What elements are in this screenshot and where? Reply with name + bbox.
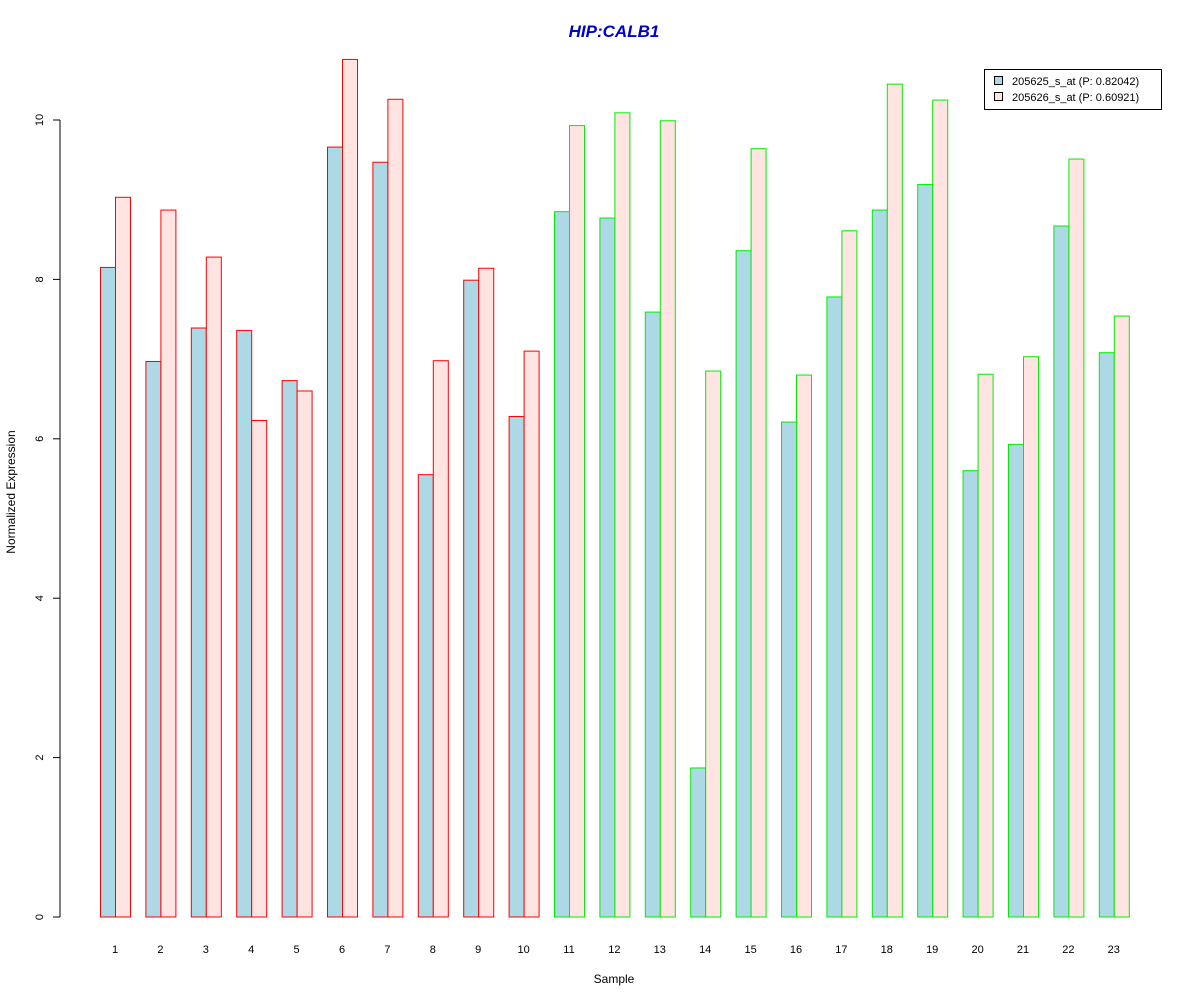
x-tick-label: 13 <box>654 944 666 956</box>
bar-sample-4-series-1 <box>236 329 253 918</box>
y-tick-label: 4 <box>34 595 46 601</box>
bar-sample-22-series-2 <box>1068 158 1085 918</box>
bar-sample-3-series-2 <box>205 256 222 918</box>
bar-sample-2-series-2 <box>160 209 177 918</box>
legend-entry-label: 205625_s_at (P: 0.82042) <box>1012 76 1139 88</box>
x-tick-label: 22 <box>1062 944 1074 956</box>
bar-sample-6-series-1 <box>327 146 343 918</box>
x-tick-label: 3 <box>203 944 209 956</box>
x-tick-label: 8 <box>430 944 436 956</box>
x-tick-label: 4 <box>248 944 254 956</box>
bar-sample-20-series-1 <box>962 470 979 918</box>
bar-sample-23-series-2 <box>1113 315 1130 918</box>
bar-sample-18-series-1 <box>871 209 888 918</box>
bar-sample-16-series-2 <box>796 374 812 918</box>
bar-sample-10-series-2 <box>523 350 540 918</box>
bar-sample-16-series-1 <box>781 421 797 918</box>
bar-sample-2-series-1 <box>145 360 162 918</box>
x-tick-label: 5 <box>294 944 300 956</box>
x-axis-label: Sample <box>594 972 635 986</box>
bar-sample-3-series-1 <box>190 327 207 918</box>
bar-sample-8-series-2 <box>432 360 449 918</box>
x-tick-label: 14 <box>699 944 711 956</box>
y-tick-label: 0 <box>34 914 46 920</box>
x-tick-label: 1 <box>112 944 118 956</box>
x-tick-label: 7 <box>384 944 390 956</box>
x-tick-labels: 1 2 3 4 5 6 7 8 9 10 11 12 13 14 15 16 17 18 19 20 21 22 23 <box>112 944 1120 956</box>
bar-sample-22-series-1 <box>1053 225 1070 918</box>
bar-sample-19-series-2 <box>932 99 949 918</box>
bar-series-group <box>100 58 1130 918</box>
x-tick-label: 20 <box>971 944 983 956</box>
bar-sample-18-series-2 <box>886 83 903 918</box>
bar-sample-13-series-2 <box>659 120 676 918</box>
legend: 205625_s_at (P: 0.82042) 205626_s_at (P: … <box>984 69 1162 110</box>
x-tick-label: 2 <box>157 944 163 956</box>
legend-swatch <box>994 92 1003 101</box>
bar-sample-7-series-2 <box>387 98 404 918</box>
x-tick-label: 16 <box>790 944 802 956</box>
bar-sample-11-series-1 <box>554 211 570 918</box>
bar-sample-10-series-1 <box>508 415 525 918</box>
bar-sample-17-series-2 <box>841 230 858 918</box>
y-tick-label: 10 <box>34 114 46 126</box>
x-tick-label: 10 <box>517 944 529 956</box>
chart-title: HIP:CALB1 <box>569 22 660 41</box>
y-tick-label: 8 <box>34 276 46 282</box>
bar-sample-9-series-2 <box>478 267 495 918</box>
x-tick-label: 18 <box>881 944 893 956</box>
bar-sample-19-series-1 <box>917 184 934 918</box>
bar-sample-9-series-1 <box>463 279 480 918</box>
y-axis: 0 2 4 6 8 10 <box>34 114 61 920</box>
bar-sample-12-series-2 <box>614 112 631 918</box>
y-axis-label: Normalized Expression <box>4 430 18 553</box>
x-tick-label: 9 <box>475 944 481 956</box>
legend-swatch <box>994 76 1003 85</box>
bar-sample-1-series-1 <box>100 266 116 918</box>
bar-sample-14-series-2 <box>705 370 722 918</box>
legend-box <box>984 69 1162 110</box>
bar-sample-20-series-2 <box>977 373 994 918</box>
bar-sample-21-series-1 <box>1008 443 1024 918</box>
x-tick-label: 11 <box>563 944 574 956</box>
x-tick-label: 15 <box>744 944 756 956</box>
bar-sample-15-series-1 <box>735 250 752 918</box>
bar-sample-5-series-1 <box>281 380 298 918</box>
legend-entry-label: 205626_s_at (P: 0.60921) <box>1012 92 1139 104</box>
bar-sample-23-series-1 <box>1098 352 1115 918</box>
bar-sample-13-series-1 <box>644 311 661 918</box>
bar-sample-11-series-2 <box>569 125 585 918</box>
bar-sample-15-series-2 <box>750 148 767 918</box>
bar-sample-1-series-2 <box>115 196 131 918</box>
bar-sample-5-series-2 <box>296 390 313 918</box>
x-tick-label: 23 <box>1108 944 1120 956</box>
bar-sample-4-series-2 <box>251 419 268 918</box>
x-tick-label: 6 <box>339 944 345 956</box>
x-tick-label: 21 <box>1017 944 1029 956</box>
bar-sample-17-series-1 <box>826 296 843 918</box>
y-tick-label: 6 <box>34 436 46 442</box>
bar-sample-7-series-1 <box>372 161 389 918</box>
bar-sample-12-series-1 <box>599 217 616 918</box>
y-tick-label: 2 <box>34 755 46 761</box>
bar-sample-6-series-2 <box>342 58 358 918</box>
bar-sample-21-series-2 <box>1023 356 1039 918</box>
bar-sample-8-series-1 <box>417 474 434 918</box>
x-tick-label: 17 <box>835 944 847 956</box>
x-tick-label: 12 <box>608 944 620 956</box>
bar-sample-14-series-1 <box>690 767 707 918</box>
x-tick-label: 19 <box>926 944 938 956</box>
